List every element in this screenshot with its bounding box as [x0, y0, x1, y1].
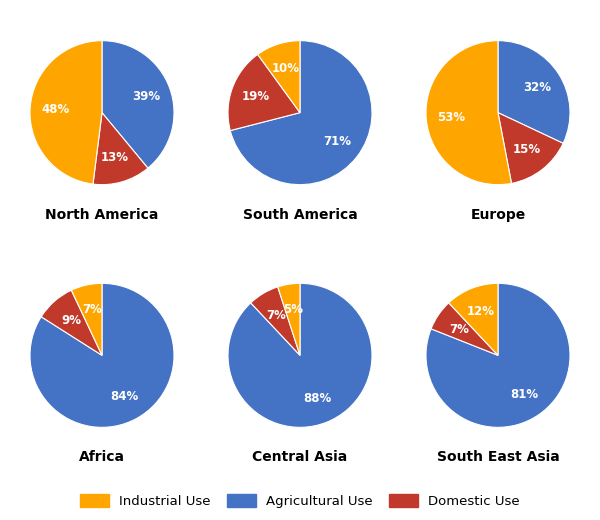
- Wedge shape: [30, 41, 102, 184]
- Text: 7%: 7%: [266, 308, 286, 321]
- Wedge shape: [251, 287, 300, 355]
- Text: 15%: 15%: [512, 143, 541, 156]
- Text: 9%: 9%: [61, 314, 81, 327]
- Text: 7%: 7%: [449, 322, 469, 335]
- Wedge shape: [30, 283, 174, 427]
- Wedge shape: [41, 290, 102, 355]
- Text: 53%: 53%: [437, 111, 466, 124]
- Text: 39%: 39%: [132, 90, 160, 103]
- Wedge shape: [431, 303, 498, 355]
- Text: 13%: 13%: [101, 151, 129, 164]
- Wedge shape: [93, 113, 148, 185]
- Wedge shape: [228, 55, 300, 131]
- Title: Europe: Europe: [470, 207, 526, 222]
- Text: 32%: 32%: [524, 81, 551, 94]
- Wedge shape: [257, 41, 300, 113]
- Title: South East Asia: South East Asia: [437, 450, 559, 464]
- Text: 7%: 7%: [82, 303, 102, 316]
- Text: 19%: 19%: [242, 90, 270, 103]
- Text: 12%: 12%: [467, 305, 495, 318]
- Wedge shape: [230, 41, 372, 185]
- Title: North America: North America: [46, 207, 158, 222]
- Wedge shape: [426, 41, 511, 185]
- Title: South America: South America: [242, 207, 358, 222]
- Wedge shape: [498, 41, 570, 144]
- Wedge shape: [426, 283, 570, 427]
- Wedge shape: [498, 113, 563, 184]
- Legend: Industrial Use, Agricultural Use, Domestic Use: Industrial Use, Agricultural Use, Domest…: [74, 489, 526, 513]
- Title: Africa: Africa: [79, 450, 125, 464]
- Text: 5%: 5%: [283, 303, 302, 316]
- Wedge shape: [102, 41, 174, 168]
- Text: 81%: 81%: [510, 387, 538, 400]
- Text: 10%: 10%: [272, 62, 299, 75]
- Title: Central Asia: Central Asia: [253, 450, 347, 464]
- Text: 48%: 48%: [41, 103, 70, 116]
- Wedge shape: [71, 283, 102, 355]
- Text: 71%: 71%: [323, 135, 351, 148]
- Text: 84%: 84%: [110, 390, 139, 403]
- Wedge shape: [278, 283, 300, 355]
- Wedge shape: [449, 283, 498, 355]
- Wedge shape: [228, 283, 372, 427]
- Text: 88%: 88%: [303, 393, 331, 406]
